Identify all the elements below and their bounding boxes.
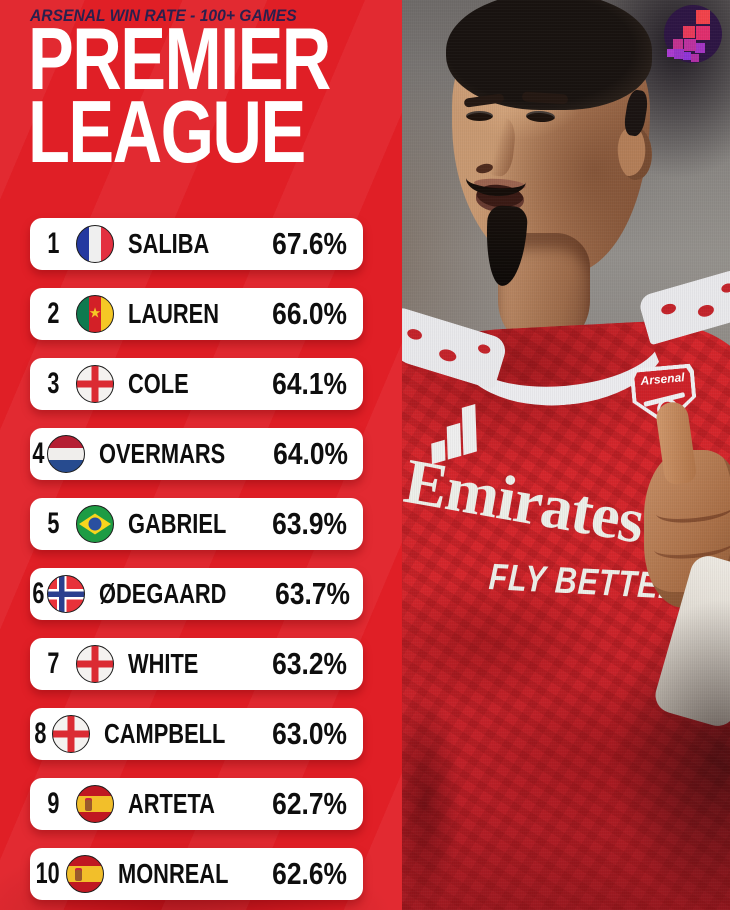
country-flag-icon xyxy=(76,365,114,403)
player-name: ARTETA xyxy=(128,788,239,820)
win-rate-value: 63.0% xyxy=(259,716,347,752)
player-name: WHITE xyxy=(128,648,218,680)
player-text: WHITE xyxy=(128,648,199,679)
win-rate-value: 63.9% xyxy=(259,506,347,542)
title-line-1: PREMIER xyxy=(28,9,331,108)
player-photo: Arsenal Emirates FLY BETTER xyxy=(402,0,730,910)
player-text: SALIBA xyxy=(128,228,210,259)
table-row: 8 CAMPBELL 63.0% xyxy=(30,708,363,760)
win-rate-value: 63.2% xyxy=(259,646,347,682)
rank-number: 2 xyxy=(30,297,76,331)
win-rate-text: 67.6% xyxy=(272,226,347,261)
win-rate-text: 63.9% xyxy=(272,506,347,541)
rank-text: 1 xyxy=(46,227,60,260)
rank-number: 1 xyxy=(30,227,76,261)
table-row: 9 ARTETA 62.7% xyxy=(30,778,363,830)
country-flag-icon xyxy=(76,785,114,823)
arm-shadow xyxy=(612,600,730,910)
rank-text: 8 xyxy=(34,717,47,750)
player-text: GABRIEL xyxy=(128,508,227,539)
win-rate-value: 64.0% xyxy=(260,436,349,472)
win-rate-text: 62.6% xyxy=(272,856,347,891)
ranking-panel: ARSENAL WIN RATE - 100+ GAMES PREMIER LE… xyxy=(0,0,402,910)
eyebrow-text: ARSENAL WIN RATE - 100+ GAMES xyxy=(30,6,297,25)
rank-number: 4 xyxy=(30,437,47,471)
fabric-fold-shadow xyxy=(402,690,460,910)
rank-text: 9 xyxy=(46,787,60,820)
eye-left xyxy=(466,111,493,121)
page-title: PREMIER LEAGUE xyxy=(28,9,415,181)
player-text: ARTETA xyxy=(128,788,215,819)
player-name: SALIBA xyxy=(128,228,232,260)
table-row: 4 OVERMARS 64.0% xyxy=(30,428,363,480)
player-text: MONREAL xyxy=(117,858,228,889)
player-text: CAMPBELL xyxy=(103,718,225,749)
country-flag-icon xyxy=(76,645,114,683)
win-rate-text: 63.7% xyxy=(275,576,350,611)
rank-number: 7 xyxy=(30,647,76,681)
player-name: OVERMARS xyxy=(99,438,261,470)
table-row: 5 GABRIEL 63.9% xyxy=(30,498,363,550)
table-row: 10 MONREAL 62.6% xyxy=(30,848,363,900)
table-row: 3 COLE 64.1% xyxy=(30,358,363,410)
eyebrow-label: ARSENAL WIN RATE - 100+ GAMES xyxy=(30,6,320,26)
player-name: COLE xyxy=(128,368,206,400)
win-rate-text: 63.0% xyxy=(272,716,347,751)
table-row: 6 ØDEGAARD 63.7% xyxy=(30,568,363,620)
rank-text: 4 xyxy=(32,437,45,470)
rank-text: 2 xyxy=(46,297,60,330)
country-flag-icon xyxy=(76,295,114,333)
win-rate-value: 67.6% xyxy=(259,226,347,262)
country-flag-icon xyxy=(46,435,85,473)
country-flag-icon xyxy=(65,855,104,893)
player-name: ØDEGAARD xyxy=(99,578,262,610)
player-text: OVERMARS xyxy=(98,438,225,469)
win-rate-value: 66.0% xyxy=(259,296,347,332)
table-row: 1 SALIBA 67.6% xyxy=(30,218,363,270)
player-name: LAUREN xyxy=(128,298,245,330)
win-rate-text: 62.7% xyxy=(272,786,347,821)
player-text: ØDEGAARD xyxy=(98,578,227,609)
rank-number: 6 xyxy=(30,577,47,611)
player-text: LAUREN xyxy=(128,298,220,329)
title-line-2: LEAGUE xyxy=(28,82,306,181)
win-rate-text: 64.0% xyxy=(273,436,349,471)
win-rate-value: 62.6% xyxy=(259,856,347,892)
rank-text: 10 xyxy=(35,857,60,890)
photo-grain-overlay xyxy=(402,0,730,910)
win-rate-value: 63.7% xyxy=(262,576,350,612)
country-flag-icon xyxy=(46,575,85,613)
rank-text: 6 xyxy=(32,577,45,610)
rank-text: 3 xyxy=(46,367,60,400)
player-name: MONREAL xyxy=(118,858,260,890)
win-rate-value: 64.1% xyxy=(259,366,347,402)
player-text: COLE xyxy=(128,368,189,399)
rank-number: 8 xyxy=(30,717,52,751)
rank-number: 10 xyxy=(30,857,66,891)
table-row: 2 LAUREN 66.0% xyxy=(30,288,363,340)
rank-number: 9 xyxy=(30,787,76,821)
rank-text: 7 xyxy=(46,647,60,680)
country-flag-icon xyxy=(76,225,114,263)
rank-number: 5 xyxy=(30,507,76,541)
win-rate-value: 62.7% xyxy=(259,786,347,822)
win-rate-text: 66.0% xyxy=(272,296,347,331)
rank-text: 5 xyxy=(46,507,60,540)
win-rate-text: 64.1% xyxy=(272,366,347,401)
player-name: CAMPBELL xyxy=(104,718,260,750)
win-rate-text: 63.2% xyxy=(272,646,347,681)
player-hair xyxy=(446,0,652,110)
table-row: 7 WHITE 63.2% xyxy=(30,638,363,690)
country-flag-icon xyxy=(76,505,114,543)
ranking-list: 1 SALIBA 67.6% 2 LAUREN 66.0% 3 COLE 64.… xyxy=(30,218,363,910)
country-flag-icon xyxy=(51,715,90,753)
player-name: GABRIEL xyxy=(128,508,254,540)
rank-number: 3 xyxy=(30,367,76,401)
pixel-stairs-logo-icon xyxy=(664,5,722,63)
